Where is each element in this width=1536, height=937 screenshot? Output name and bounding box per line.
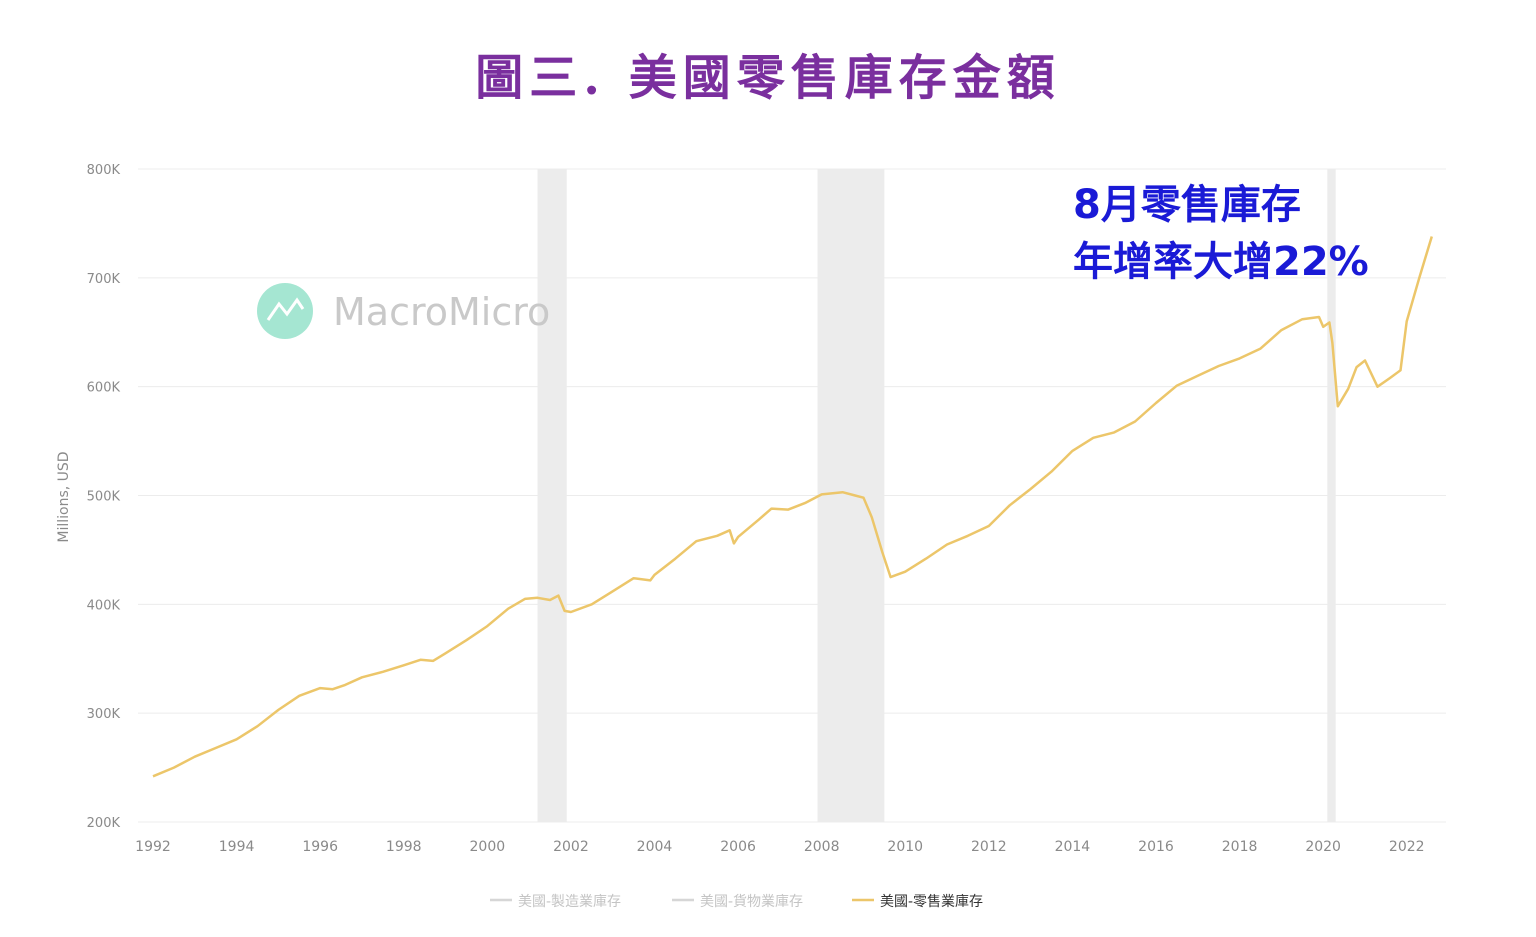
x-tick-label: 2000 [470, 839, 506, 855]
x-tick-label: 2012 [971, 839, 1007, 855]
series-line-retail-inventory [152, 236, 1433, 778]
x-tick-label: 2014 [1055, 839, 1091, 855]
legend: 美國-製造業庫存 美國-貨物業庫存 美國-零售業庫存 [490, 893, 983, 910]
y-tick-label: 700K [87, 272, 121, 287]
grid-lines [138, 168, 1446, 823]
x-tick-label: 1994 [219, 839, 255, 855]
legend-item[interactable]: 美國-貨物業庫存 [672, 893, 803, 910]
legend-label: 美國-零售業庫存 [880, 893, 983, 910]
annotation: 8月零售庫存 年增率大增22% [1073, 182, 1369, 285]
x-tick-label: 2020 [1305, 839, 1341, 855]
x-tick-label: 2006 [720, 839, 756, 855]
x-tick-label: 2010 [887, 839, 923, 855]
series-layer [152, 236, 1433, 778]
legend-label: 美國-製造業庫存 [518, 893, 621, 910]
legend-label: 美國-貨物業庫存 [700, 893, 803, 910]
watermark: MacroMicro [257, 283, 550, 339]
y-tick-label: 800K [87, 163, 121, 178]
logo-chart-glyph [266, 297, 305, 321]
y-tick-label: 500K [87, 490, 121, 505]
x-tick-label: 2004 [637, 839, 673, 855]
x-tick-label: 2022 [1389, 839, 1425, 855]
x-tick-label: 2002 [553, 839, 589, 855]
y-axis: 200K 300K 400K 500K 600K 700K 800K [87, 163, 121, 831]
y-tick-label: 200K [87, 816, 121, 831]
x-tick-label: 2016 [1138, 839, 1174, 855]
legend-item[interactable]: 美國-製造業庫存 [490, 893, 621, 910]
y-axis-label: Millions, USD [56, 451, 72, 542]
x-tick-label: 1992 [135, 839, 171, 855]
annotation-line-1: 8月零售庫存 [1073, 182, 1301, 228]
watermark-text: MacroMicro [333, 290, 550, 334]
y-tick-label: 400K [87, 598, 121, 613]
x-tick-label: 1996 [302, 839, 338, 855]
annotation-line-2: 年增率大增22% [1073, 239, 1369, 285]
x-tick-label: 1998 [386, 839, 422, 855]
page-title: 圖三. 美國零售庫存金額 [475, 50, 1061, 106]
y-tick-label: 600K [87, 381, 121, 396]
x-tick-label: 2008 [804, 839, 840, 855]
x-tick-label: 2018 [1222, 839, 1258, 855]
y-tick-label: 300K [87, 707, 121, 722]
legend-item[interactable]: 美國-零售業庫存 [852, 893, 983, 910]
x-axis: 1992 1994 1996 1998 2000 2002 2004 2006 2008 2010… [135, 839, 1424, 855]
